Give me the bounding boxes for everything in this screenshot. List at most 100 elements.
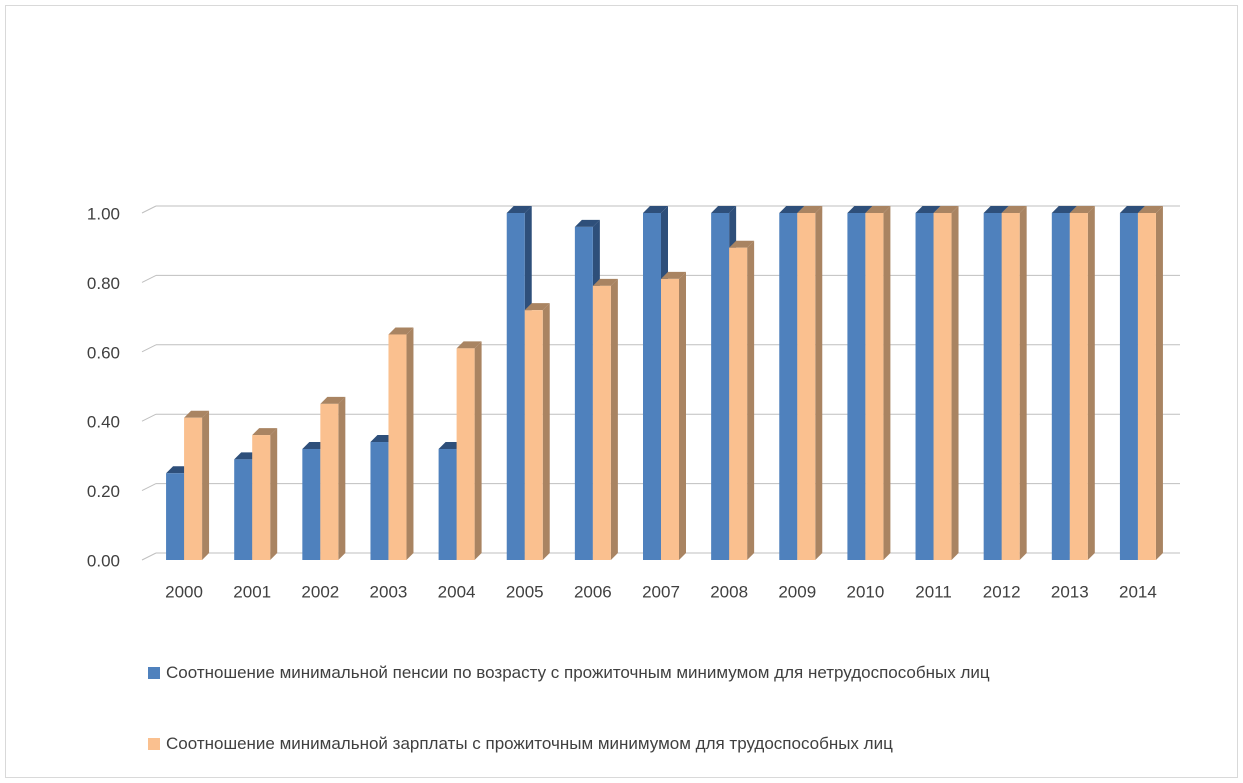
bar <box>388 334 407 560</box>
bar <box>643 213 661 560</box>
grid-line <box>141 344 157 353</box>
bar-top <box>779 206 805 213</box>
grid-line <box>141 483 157 492</box>
chart-border <box>5 5 1238 778</box>
bar-top <box>1119 206 1145 213</box>
bar <box>320 403 339 560</box>
y-tick-label: 0.20 <box>87 482 120 501</box>
bar <box>506 213 525 560</box>
bar <box>779 213 798 560</box>
bar-top <box>1069 206 1095 213</box>
bar <box>797 213 816 560</box>
y-tick-label: 0.40 <box>87 413 120 432</box>
bar-top <box>388 327 414 335</box>
legend-entry: Соотношение минимальной пенсии по возрас… <box>148 660 1028 686</box>
bar-top <box>711 206 737 213</box>
bar-side <box>883 206 891 560</box>
bar-side <box>338 396 346 560</box>
bar-side <box>406 327 414 560</box>
bar-side <box>1155 206 1163 560</box>
bar-top <box>592 278 618 286</box>
y-tick-label: 1.00 <box>87 204 120 223</box>
x-tick-label: 2008 <box>710 582 748 601</box>
bar <box>184 417 203 560</box>
y-tick-label: 0.80 <box>87 274 120 293</box>
x-tick-label: 2006 <box>574 582 612 601</box>
x-tick-label: 2001 <box>233 582 271 601</box>
bar-top <box>661 271 686 279</box>
grid-line <box>141 413 157 422</box>
x-tick-label: 2005 <box>506 582 544 601</box>
x-tick-label: 2007 <box>642 582 680 601</box>
bar-top <box>524 303 550 311</box>
legend-label: Соотношение минимальной зарплаты с прожи… <box>166 734 893 753</box>
bar-top <box>915 206 941 213</box>
bar <box>574 226 593 560</box>
x-tick-label: 2004 <box>438 582 476 601</box>
bar-side <box>1019 206 1027 560</box>
bar-top <box>865 206 891 213</box>
bar-side <box>951 206 959 560</box>
bar-side <box>610 278 618 560</box>
x-tick-label: 2003 <box>370 582 408 601</box>
grid-line <box>141 552 157 561</box>
x-tick-label: 2009 <box>778 582 816 601</box>
bar-top <box>506 206 532 213</box>
x-tick-label: 2013 <box>1051 582 1089 601</box>
bar-side <box>679 271 686 560</box>
bar-top <box>1051 206 1077 213</box>
bar-top <box>729 240 755 248</box>
bar <box>865 213 884 560</box>
bar <box>915 213 934 560</box>
bar-side <box>747 240 755 560</box>
bar <box>1137 213 1156 560</box>
y-tick-label: 0.00 <box>87 551 120 570</box>
bar-top <box>933 206 959 213</box>
bar-side <box>1087 206 1095 560</box>
bar <box>661 278 679 560</box>
bar <box>592 285 611 560</box>
bar-top <box>797 206 823 213</box>
x-tick-label: 2010 <box>846 582 884 601</box>
bar <box>456 348 475 560</box>
bar <box>1069 213 1088 560</box>
bar-top <box>184 410 210 418</box>
legend-swatch <box>148 667 160 679</box>
y-tick-label: 0.60 <box>87 343 120 362</box>
bar-top <box>574 219 600 227</box>
bar-top <box>847 206 873 213</box>
legend-label: Соотношение минимальной пенсии по возрас… <box>166 663 990 682</box>
bar <box>1119 213 1138 560</box>
bar-top <box>983 206 1009 213</box>
bar-top <box>456 341 482 349</box>
bar <box>438 448 457 560</box>
bar-side <box>815 206 823 560</box>
x-tick-label: 2002 <box>301 582 339 601</box>
bar <box>711 213 730 560</box>
bar <box>524 310 543 560</box>
bar <box>370 442 389 560</box>
x-tick-label: 2012 <box>983 582 1021 601</box>
bar-top <box>1137 206 1163 213</box>
bar <box>933 213 952 560</box>
bar-side <box>270 428 278 560</box>
legend-entry: Соотношение минимальной зарплаты с прожи… <box>148 731 1028 757</box>
bar <box>1001 213 1020 560</box>
grid-line <box>141 205 157 214</box>
bar-top <box>1001 206 1027 213</box>
bar-top <box>252 428 278 436</box>
bar <box>302 448 321 560</box>
bar <box>252 435 271 560</box>
bar-side <box>542 303 550 560</box>
bar-side <box>202 410 210 560</box>
bar <box>729 247 748 560</box>
grid-line <box>141 274 157 283</box>
bar-top <box>320 396 346 404</box>
bar <box>166 473 185 560</box>
bar-top <box>643 206 668 213</box>
x-tick-label: 2000 <box>165 582 203 601</box>
bar-side <box>474 341 482 560</box>
legend-swatch <box>148 738 160 750</box>
